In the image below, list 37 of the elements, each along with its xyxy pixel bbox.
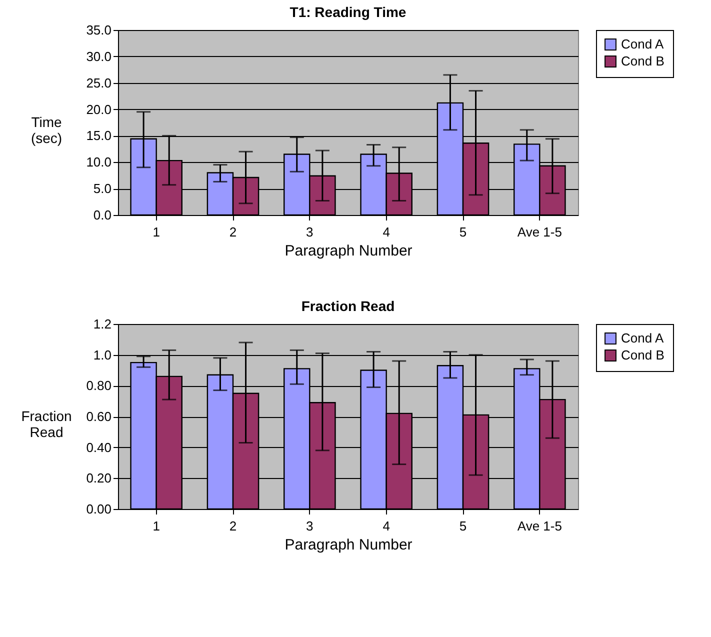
legend-label: Cond B <box>621 348 664 362</box>
y-tick-label: 0.0 <box>93 208 112 222</box>
chart-title: Fraction Read <box>301 298 395 314</box>
y-tick-label: 10.0 <box>86 154 112 170</box>
legend-label: Cond B <box>621 54 664 68</box>
x-axis-title: Paragraph Number <box>284 536 412 554</box>
y-tick-label: 25.0 <box>86 75 112 90</box>
y-tick-label: 0.40 <box>86 440 112 455</box>
y-tick-label: 0.80 <box>86 378 112 394</box>
x-tick-label: 3 <box>306 224 314 240</box>
x-tick-label: 5 <box>459 518 467 534</box>
x-axis-title: Paragraph Number <box>284 242 412 260</box>
x-tick-label: 3 <box>306 518 314 534</box>
x-tick-label: 2 <box>229 518 237 534</box>
legend-label: Cond A <box>621 36 664 52</box>
y-axis-title: Fraction Read <box>21 408 72 440</box>
x-tick-label: 4 <box>382 224 390 240</box>
x-tick-label: Ave 1-5 <box>517 518 562 534</box>
y-tick-label: 35.0 <box>86 22 112 38</box>
y-tick-label: 5.0 <box>93 181 112 196</box>
y-axis-title: Time (sec) <box>30 114 62 146</box>
y-tick-label: 30.0 <box>86 48 112 64</box>
y-tick-label: 1.0 <box>93 347 112 362</box>
y-tick-label: 0.20 <box>86 470 112 486</box>
y-tick-label: 20.0 <box>86 102 112 117</box>
legend-label: Cond A <box>621 330 664 346</box>
x-tick-label: 1 <box>152 224 160 240</box>
x-tick-label: 1 <box>152 518 160 534</box>
x-tick-label: 4 <box>382 518 390 534</box>
y-tick-label: 0.00 <box>86 502 112 516</box>
x-tick-label: 2 <box>229 224 237 240</box>
x-tick-label: 5 <box>459 224 467 240</box>
chart-title: T1: Reading Time <box>290 4 406 20</box>
y-tick-label: 1.2 <box>93 316 112 332</box>
y-tick-label: 0.60 <box>86 409 112 424</box>
x-tick-label: Ave 1-5 <box>517 224 562 240</box>
y-tick-label: 15.0 <box>86 128 112 144</box>
